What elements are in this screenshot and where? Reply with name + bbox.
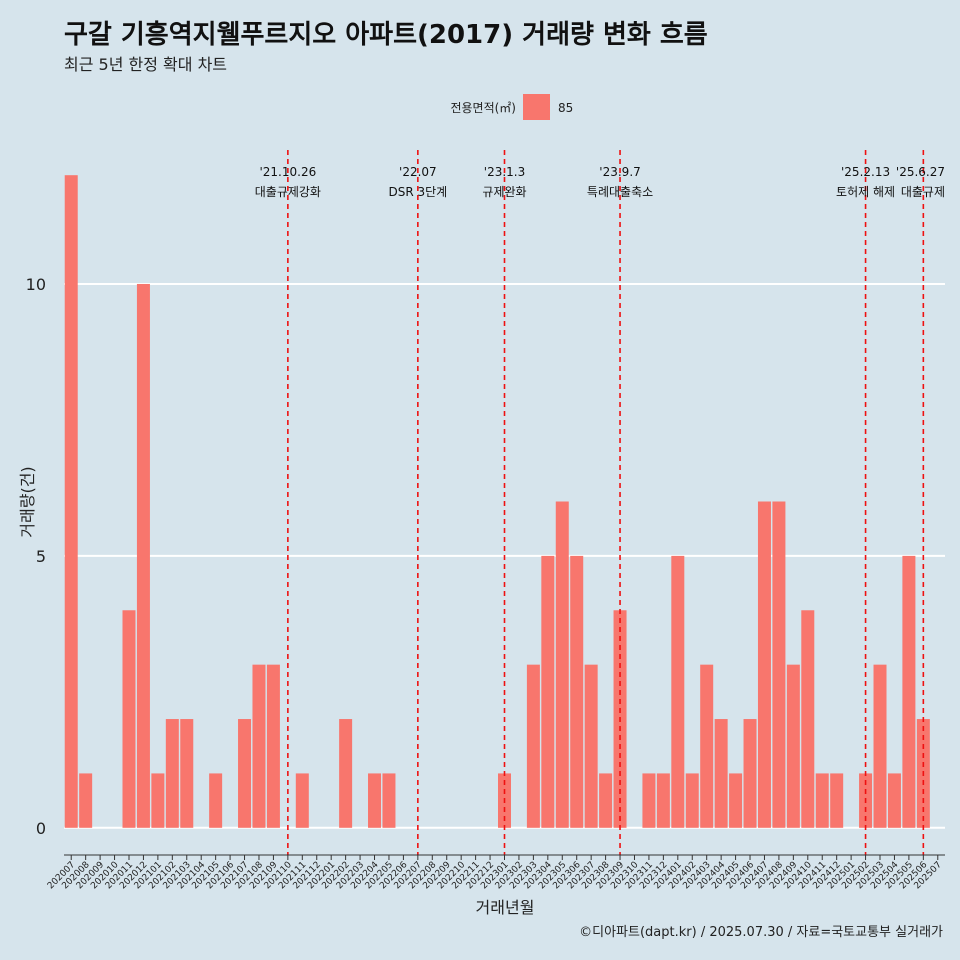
y-tick-label-10: 10 (26, 275, 46, 294)
bar-202008 (79, 773, 93, 828)
event-label-202502: 토허제 해제 (836, 185, 895, 199)
bar-202409 (786, 664, 800, 828)
source-caption: ©디아파트(dapt.kr) / 2025.07.30 / 자료=국토교통부 실… (579, 925, 943, 940)
chart-subtitle: 최근 5년 한정 확대 차트 (64, 55, 227, 74)
bar-202406 (743, 719, 757, 828)
bar-202407 (757, 501, 771, 828)
bar-202403 (700, 664, 714, 828)
bars (64, 175, 930, 828)
bar-202109 (266, 664, 280, 828)
bar-202412 (830, 773, 844, 828)
bar-202304 (541, 555, 555, 828)
bar-202205 (382, 773, 396, 828)
legend-item-85: 85 (558, 101, 573, 115)
bar-202401 (671, 555, 685, 828)
event-label-202110: 대출규제강화 (255, 185, 321, 199)
bar-202504 (887, 773, 901, 828)
y-axis-title: 거래량(건) (18, 466, 37, 537)
bar-202305 (555, 501, 569, 828)
event-label-202301: 규제완화 (482, 185, 526, 199)
event-label-202207: DSR 3단계 (388, 185, 447, 199)
event-date-202309: '23.9.7 (599, 165, 640, 179)
event-date-202301: '23.1.3 (484, 165, 525, 179)
y-tick-label-0: 0 (36, 819, 46, 838)
bar-202108 (252, 664, 266, 828)
bar-202402 (685, 773, 699, 828)
bar-202111 (295, 773, 309, 828)
event-date-202110: '21.10.26 (259, 165, 316, 179)
bar-202308 (599, 773, 613, 828)
bar-202107 (238, 719, 252, 828)
event-date-202207: '22.07 (399, 165, 437, 179)
bar-202404 (714, 719, 728, 828)
bar-202101 (151, 773, 165, 828)
legend-swatch (523, 94, 550, 120)
bar-202102 (165, 719, 179, 828)
bar-202202 (339, 719, 353, 828)
chart-title: 구갈 기흥역지웰푸르지오 아파트(2017) 거래량 변화 흐름 (64, 20, 708, 50)
y-tick-label-5: 5 (36, 547, 46, 566)
bar-202405 (729, 773, 743, 828)
bar-202311 (642, 773, 656, 828)
legend-title: 전용면적(㎡) (450, 101, 516, 115)
event-markers: '21.10.26 대출규제강화 '22.07 DSR 3단계 '23.1.3 규제완화 '… (255, 150, 945, 855)
x-axis: 2020072020082020092020102020112020122021… (46, 854, 945, 891)
bar-202011 (122, 610, 136, 828)
bar-202306 (570, 555, 584, 828)
bar-202007 (64, 175, 78, 828)
event-label-202506: 대출규제 (901, 185, 945, 199)
bar-202505 (902, 555, 916, 828)
event-date-202502: '25.2.13 (841, 165, 890, 179)
bar-202312 (656, 773, 670, 828)
bar-202103 (180, 719, 194, 828)
bar-202204 (368, 773, 382, 828)
bar-202012 (136, 283, 150, 828)
event-label-202309: 특례대출축소 (587, 185, 653, 199)
bar-202303 (526, 664, 540, 828)
y-axis: 0 5 10 (26, 275, 46, 838)
event-date-202506: '25.6.27 (896, 165, 945, 179)
bar-202411 (815, 773, 829, 828)
bar-202410 (801, 610, 815, 828)
bar-202105 (209, 773, 223, 828)
legend: 전용면적(㎡) 85 (450, 94, 573, 120)
bar-202503 (873, 664, 887, 828)
bar-202408 (772, 501, 786, 828)
x-axis-title: 거래년월 (476, 898, 535, 917)
bar-202307 (584, 664, 598, 828)
